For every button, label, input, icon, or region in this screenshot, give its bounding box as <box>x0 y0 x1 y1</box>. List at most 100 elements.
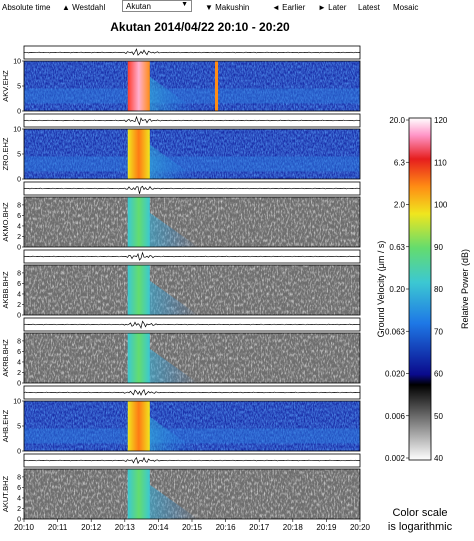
colorbar-power-label: 110 <box>434 158 447 167</box>
x-tick-label: 20:15 <box>182 523 203 532</box>
colorbar-note: Color scale is logarithmic <box>370 506 470 534</box>
y-tick-label: 6 <box>17 485 21 492</box>
y-tick-label: 8 <box>17 474 21 481</box>
x-axis: 20:10 20:11 20:12 20:13 20:14 20:15 20:16 20:17… <box>14 519 371 532</box>
spectrogram-frame <box>23 264 361 316</box>
y-tick-label: 4 <box>17 359 21 366</box>
y-tick-label: 8 <box>17 338 21 345</box>
y-tick-label: 6 <box>17 281 21 288</box>
colorbar-power-label: 100 <box>434 201 448 210</box>
colorbar-power-label: 60 <box>434 370 443 379</box>
y-tick-label: 6 <box>17 213 21 220</box>
x-tick-label: 20:14 <box>148 523 169 532</box>
makushin-link[interactable]: ▼ Makushin <box>205 3 250 12</box>
station-label: AKMO.BHZ <box>1 202 10 242</box>
x-tick-label: 20:12 <box>81 523 102 532</box>
event-burst <box>127 197 150 247</box>
event-burst <box>127 265 150 315</box>
x-tick-label: 20:16 <box>216 523 237 532</box>
volcano-select[interactable]: Akutan ▼ <box>122 0 192 12</box>
colorbar-note-line2: is logarithmic <box>387 521 453 533</box>
event-burst <box>127 129 150 179</box>
y-tick-label: 6 <box>17 349 21 356</box>
x-tick-label: 20:13 <box>115 523 136 532</box>
x-tick-label: 20:17 <box>249 523 270 532</box>
seismogram-trace <box>23 456 360 465</box>
spectrogram-noise <box>24 129 360 179</box>
x-tick-label: 20:10 <box>14 523 35 532</box>
event-burst <box>127 61 150 111</box>
station-label: AKUT.BHZ <box>1 475 10 512</box>
spectrogram-noise <box>24 61 360 111</box>
latest-link[interactable]: Latest <box>358 3 380 12</box>
colorbar-note-line1: Color scale <box>392 507 448 519</box>
seismogram-trace <box>23 185 360 194</box>
y-tick-label: 2 <box>17 506 21 513</box>
y-tick-label: 4 <box>17 291 21 298</box>
x-tick-label: 20:18 <box>283 523 304 532</box>
seismogram-trace <box>23 320 361 330</box>
spectrogram-band <box>24 156 360 172</box>
colorbar-velocity-label: 0.063 <box>385 327 406 336</box>
colorbar: 20.0 120 6.3 110 2.0 100 0.63 90 0.20 80 0.063 70 0.… <box>376 116 470 463</box>
spectrogram-noise <box>24 469 360 519</box>
y-tick-label: 0 <box>17 381 21 388</box>
volcano-select-value: Akutan <box>126 2 151 11</box>
spectrogram-band <box>24 88 360 104</box>
y-tick-label: 10 <box>13 59 21 66</box>
seismogram-trace <box>23 48 361 56</box>
chart-title: Akutan 2014/04/22 20:10 - 20:20 <box>110 20 290 34</box>
colorbar-power-label: 120 <box>434 116 448 125</box>
event-burst <box>127 333 150 383</box>
y-tick-label: 4 <box>17 223 21 230</box>
event-burst <box>127 469 150 519</box>
y-tick-label: 4 <box>17 495 21 502</box>
colorbar-velocity-label: 0.63 <box>389 243 405 252</box>
colorbar-left-label: Ground Velocity (μm / s) <box>376 241 386 338</box>
x-tick-label: 20:11 <box>48 523 68 532</box>
colorbar-velocity-label: 2.0 <box>394 201 406 210</box>
spectrogram-frame <box>23 332 361 384</box>
colorbar-power-label: 80 <box>434 285 443 294</box>
colorbar-power-label: 70 <box>434 327 443 336</box>
seismogram-trace <box>23 251 361 261</box>
spectrogram-noise <box>24 197 360 247</box>
seismogram-trace <box>23 388 361 396</box>
seismogram-trace <box>23 115 361 126</box>
y-tick-label: 5 <box>17 84 21 91</box>
colorbar-velocity-label: 6.3 <box>394 158 406 167</box>
colorbar-velocity-label: 0.006 <box>385 412 406 421</box>
y-tick-label: 5 <box>17 424 21 431</box>
later-link[interactable]: ► Later <box>318 3 347 12</box>
colorbar-velocity-label: 20.0 <box>389 116 405 125</box>
earlier-link[interactable]: ◄ Earlier <box>272 3 306 12</box>
mosaic-link[interactable]: Mosaic <box>393 3 419 12</box>
y-tick-label: 2 <box>17 302 21 309</box>
y-tick-label: 8 <box>17 270 21 277</box>
y-tick-label: 0 <box>17 245 21 252</box>
y-tick-label: 10 <box>13 127 21 134</box>
y-tick-label: 0 <box>17 109 21 116</box>
station-panel: 0 2 4 6 8 AKUT.BHZ <box>1 453 361 524</box>
nav-bar: Absolute time ▲ Westdahl Akutan ▼ ▼ Maku… <box>0 0 474 15</box>
y-tick-label: 5 <box>17 152 21 159</box>
y-tick-label: 10 <box>13 399 21 406</box>
x-tick-label: 20:20 <box>350 523 371 532</box>
colorbar-gradient <box>408 117 432 461</box>
westdahl-link[interactable]: ▲ Westdahl <box>62 3 106 12</box>
colorbar-velocity-label: 0.020 <box>385 370 406 379</box>
y-tick-label: 0 <box>17 517 21 524</box>
dropdown-arrow-icon: ▼ <box>181 1 188 8</box>
spectrogram-noise <box>24 401 360 451</box>
spectrogram-band <box>24 428 360 444</box>
x-tick-label: 20:19 <box>316 523 337 532</box>
absolute-time-link[interactable]: Absolute time <box>2 3 51 12</box>
station-label: ZRO.EHZ <box>1 137 10 170</box>
event-burst <box>127 401 150 451</box>
colorbar-power-label: 40 <box>434 454 443 463</box>
station-label: AKBB.BHZ <box>1 271 10 309</box>
